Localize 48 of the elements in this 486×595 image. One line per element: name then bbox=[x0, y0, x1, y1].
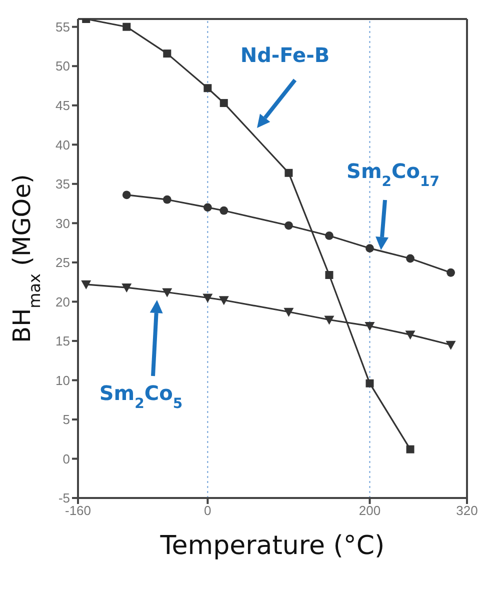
x-tick-label: 0 bbox=[204, 503, 212, 518]
point bbox=[406, 445, 414, 454]
x-tick-label: 320 bbox=[456, 503, 478, 518]
point bbox=[325, 270, 334, 279]
y-tick-label: 0 bbox=[62, 451, 70, 466]
y-tick-label: 25 bbox=[56, 255, 70, 270]
y-tick-label: 10 bbox=[56, 372, 70, 388]
point bbox=[366, 379, 374, 388]
annotation: Nd-Fe-B bbox=[240, 43, 330, 67]
point bbox=[163, 50, 172, 58]
point bbox=[202, 294, 213, 303]
point bbox=[122, 22, 131, 31]
y-tick-label: 30 bbox=[56, 216, 70, 231]
point bbox=[284, 308, 294, 317]
annotation: Sm$_{2}$Co$_{17}$ bbox=[346, 159, 440, 190]
point bbox=[324, 316, 334, 325]
point bbox=[81, 280, 92, 290]
point bbox=[122, 284, 132, 293]
x-tick-label: -160 bbox=[64, 503, 92, 518]
y-tick-label: 5 bbox=[62, 412, 70, 428]
point bbox=[218, 296, 229, 306]
point bbox=[162, 288, 172, 298]
point bbox=[122, 190, 131, 200]
point bbox=[406, 254, 414, 263]
y-tick-label: 50 bbox=[56, 58, 70, 74]
point bbox=[366, 244, 374, 252]
point bbox=[364, 322, 375, 332]
point bbox=[203, 203, 212, 212]
y-tick-label: 55 bbox=[56, 19, 70, 34]
annotation: Sm$_{2}$Co$_{5}$ bbox=[99, 381, 183, 412]
y-tick-label: 15 bbox=[56, 334, 70, 349]
point bbox=[162, 195, 172, 204]
point bbox=[446, 268, 455, 277]
y-tick-label: -5 bbox=[58, 490, 70, 506]
x-tick-label: 200 bbox=[358, 503, 381, 518]
point bbox=[325, 232, 334, 240]
x-axis-title: Temperature (°C) bbox=[159, 531, 385, 561]
point bbox=[284, 221, 293, 230]
y-tick-label: 45 bbox=[56, 98, 70, 113]
point bbox=[204, 84, 212, 92]
point bbox=[284, 168, 293, 177]
point bbox=[220, 206, 228, 215]
y-tick-label: 40 bbox=[56, 137, 70, 152]
y-tick-label: 20 bbox=[56, 294, 70, 310]
point bbox=[220, 99, 228, 108]
point bbox=[405, 330, 416, 340]
point bbox=[446, 340, 456, 350]
y-tick-label: 35 bbox=[56, 176, 70, 192]
